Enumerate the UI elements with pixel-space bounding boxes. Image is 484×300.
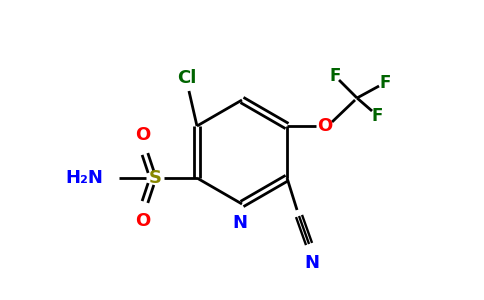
Text: O: O (136, 212, 151, 230)
Text: S: S (149, 169, 162, 187)
Text: F: F (329, 67, 341, 85)
Text: O: O (318, 117, 333, 135)
Text: F: F (379, 74, 391, 92)
Text: O: O (136, 126, 151, 144)
Text: Cl: Cl (177, 69, 197, 87)
Text: H₂N: H₂N (65, 169, 103, 187)
Text: N: N (304, 254, 319, 272)
Text: F: F (371, 107, 383, 125)
Text: N: N (232, 214, 247, 232)
